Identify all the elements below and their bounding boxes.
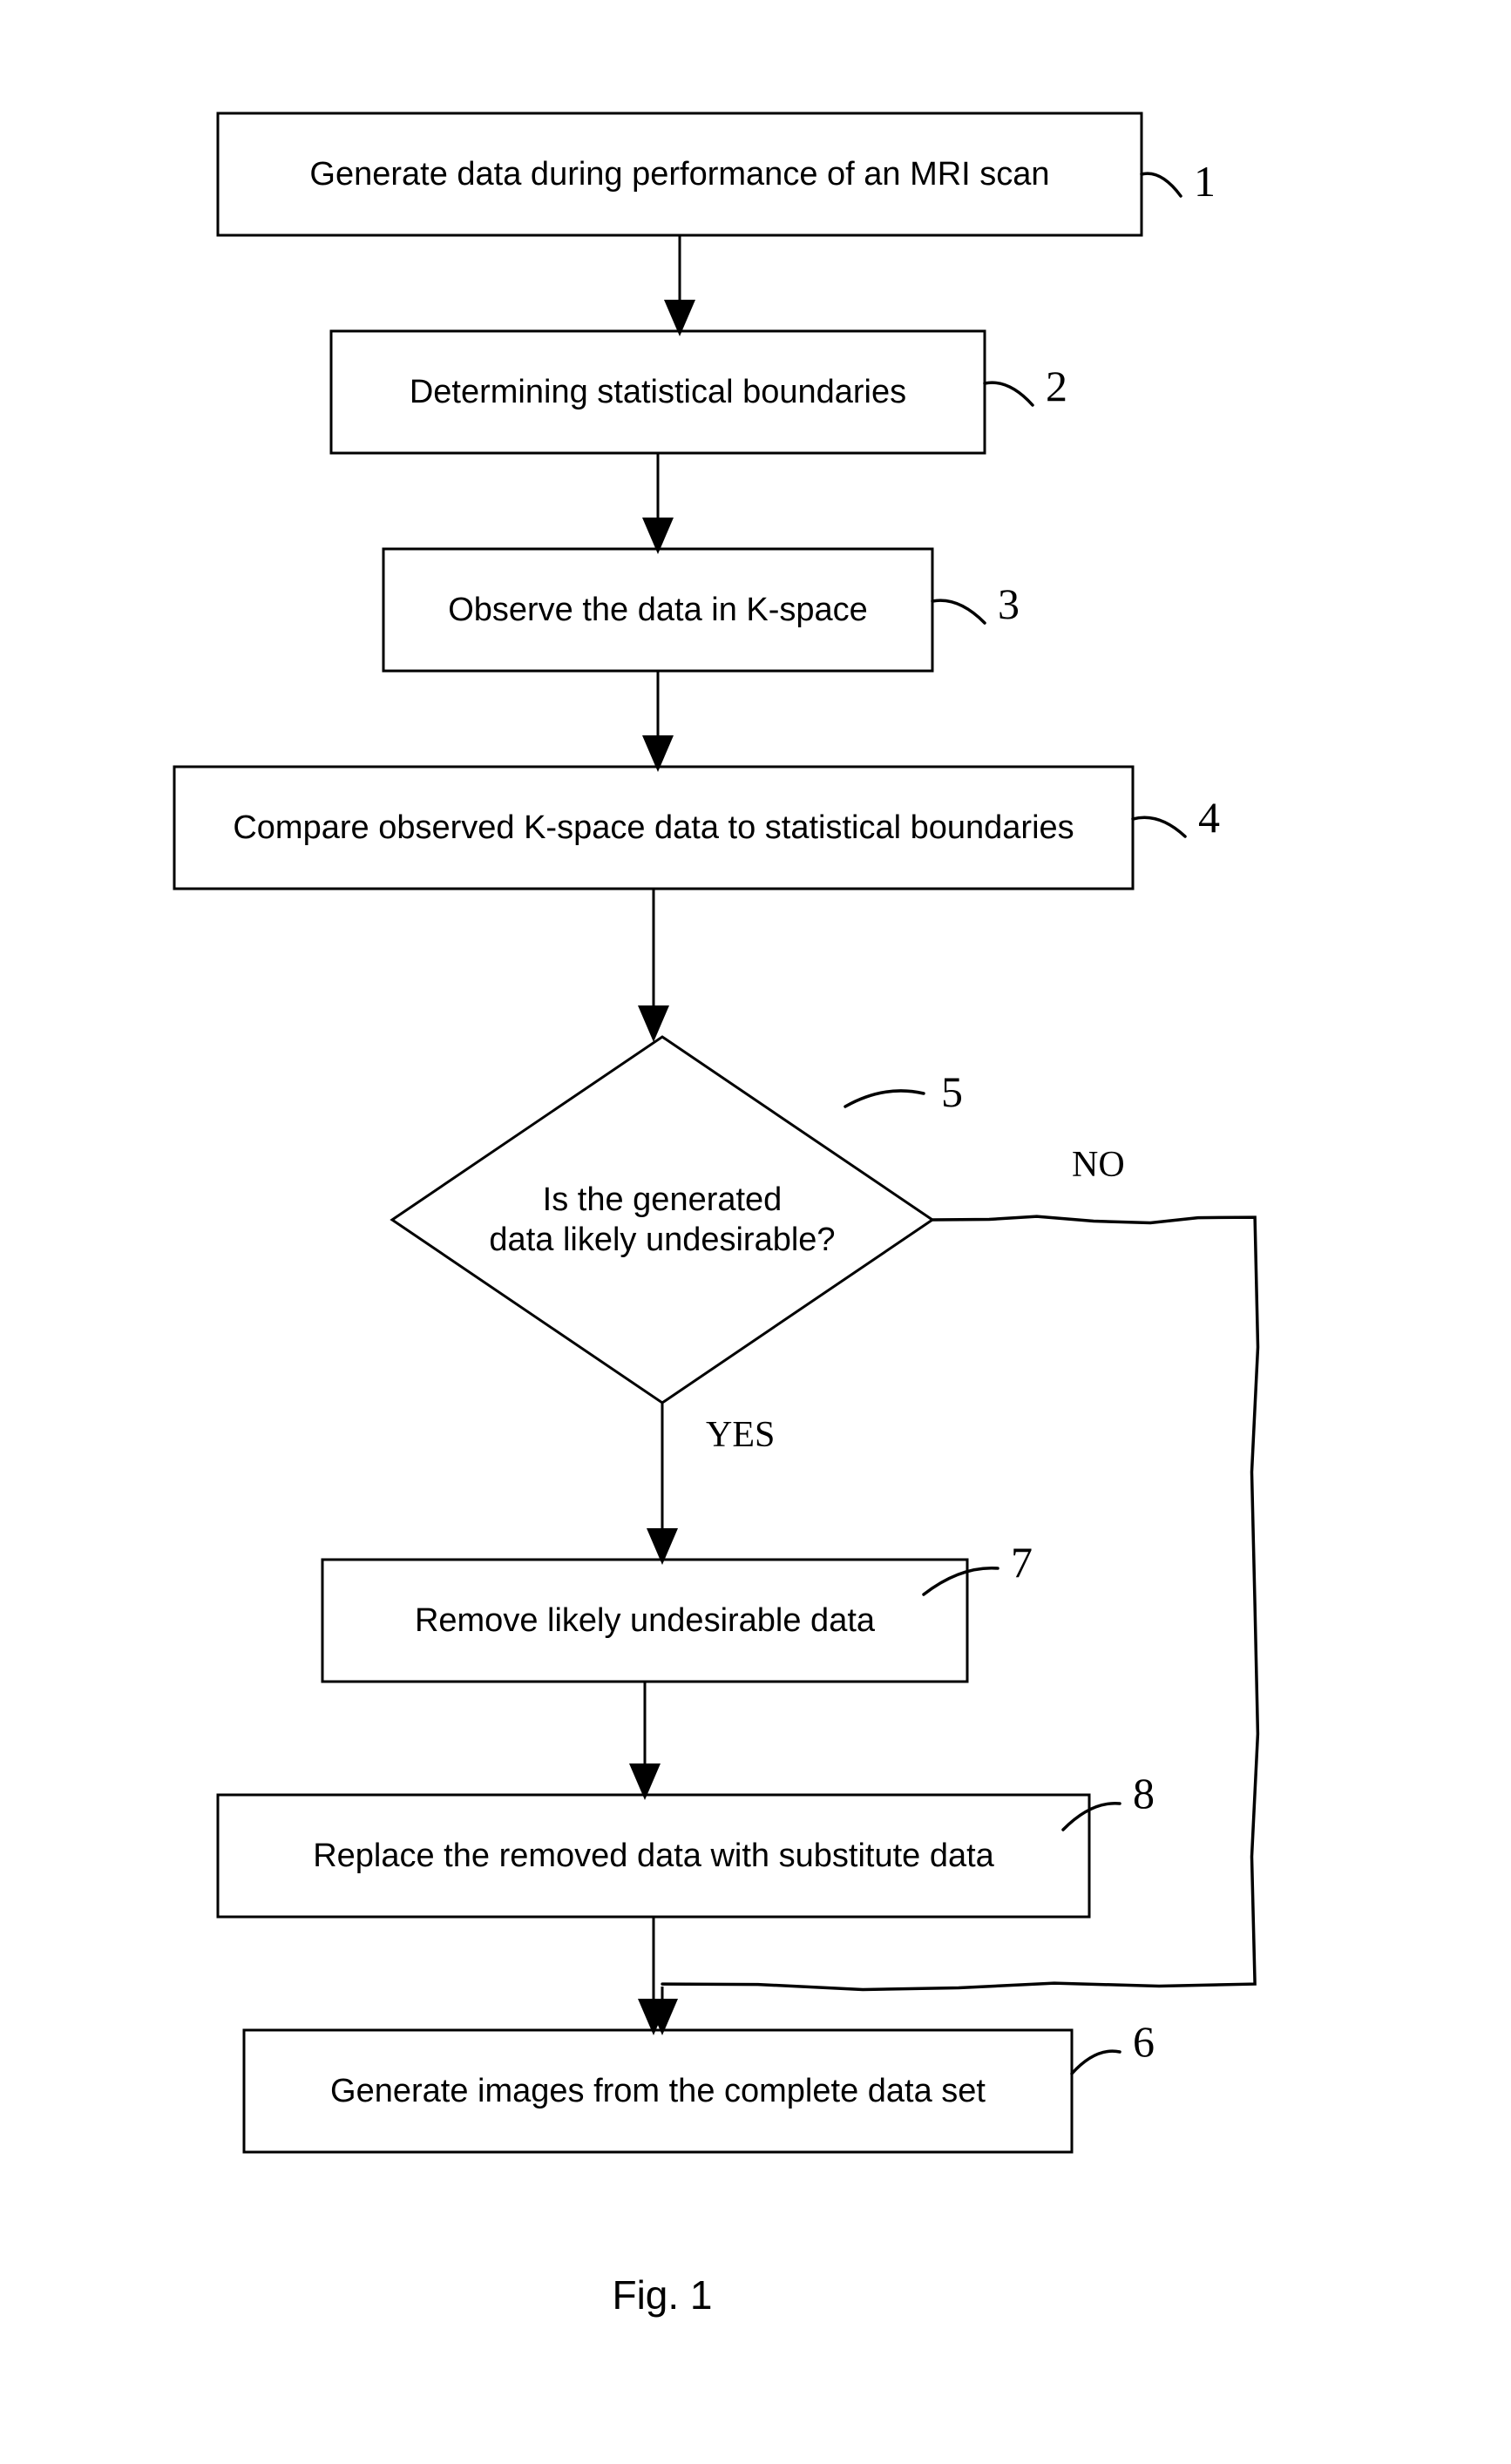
process-box-b2: Determining statistical boundaries <box>331 331 985 453</box>
annotation-number-5: 5 <box>941 1067 963 1116</box>
process-box-b3: Observe the data in K-space <box>383 549 932 671</box>
annotation-hook-6 <box>1072 2051 1120 2074</box>
flowchart-canvas: Generate data during performance of an M… <box>0 0 1511 2464</box>
box-label: Generate data during performance of an M… <box>309 156 1049 193</box>
annotation-number-3: 3 <box>998 579 1020 628</box>
annotation-hook-1 <box>1142 173 1181 196</box>
annotation-hook-2 <box>985 382 1033 405</box>
annotation-hook-7 <box>924 1568 998 1594</box>
annotation-number-1: 1 <box>1194 157 1216 206</box>
annotation-hook-5 <box>845 1091 924 1107</box>
annotation-number-6: 6 <box>1133 2017 1155 2066</box>
annotation-number-7: 7 <box>1011 1538 1033 1587</box>
figure-caption: Fig. 1 <box>612 2272 712 2318</box>
box-label: Generate images from the complete data s… <box>330 2073 986 2109</box>
edge-label-no: NO <box>1072 1145 1125 1185</box>
annotation-number-2: 2 <box>1046 362 1067 410</box>
annotation-hook-4 <box>1133 817 1185 836</box>
diamond-label-line: Is the generated <box>543 1181 783 1218</box>
edge-label-yes: YES <box>706 1415 775 1455</box>
process-box-b4: Compare observed K-space data to statist… <box>174 767 1133 889</box>
annotation-number-8: 8 <box>1133 1769 1155 1818</box>
process-box-b6: Generate images from the complete data s… <box>244 2030 1072 2152</box>
box-label: Observe the data in K-space <box>448 592 868 628</box>
box-label: Remove likely undesirable data <box>415 1602 876 1639</box>
annotation-hook-3 <box>932 600 985 623</box>
process-box-b8: Replace the removed data with substitute… <box>218 1795 1089 1917</box>
diamond-label-line: data likely undesirable? <box>489 1222 835 1258</box>
box-label: Replace the removed data with substitute… <box>313 1838 994 1874</box>
decision-diamond: Is the generated data likely undesirable? <box>392 1037 932 1403</box>
annotation-number-4: 4 <box>1198 793 1220 842</box>
box-label: Determining statistical boundaries <box>410 374 906 410</box>
process-box-b1: Generate data during performance of an M… <box>218 113 1142 235</box>
box-label: Compare observed K-space data to statist… <box>233 809 1074 846</box>
process-box-b7: Remove likely undesirable data <box>322 1560 967 1682</box>
annotation-hook-8 <box>1063 1804 1120 1830</box>
